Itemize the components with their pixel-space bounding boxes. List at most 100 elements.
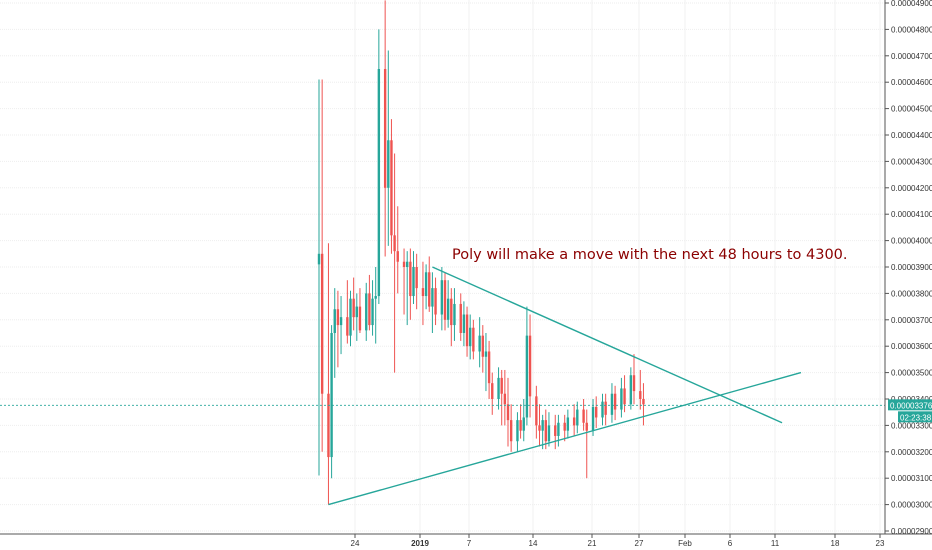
candle <box>431 272 434 333</box>
time-tick-label: 2019 <box>411 539 429 548</box>
candle-body <box>443 280 447 320</box>
candle-body <box>544 420 547 442</box>
candle <box>443 272 447 331</box>
candle-body <box>639 391 642 399</box>
candle-body <box>629 375 633 405</box>
candle-body <box>506 404 510 421</box>
candle-body <box>538 425 541 431</box>
price-tick-label: 0.00004100 <box>891 210 932 219</box>
price-tick-label: 0.00004800 <box>891 25 932 34</box>
candle-body <box>336 309 340 326</box>
candle-body <box>377 69 381 297</box>
candle-body <box>509 420 513 442</box>
candle <box>412 251 415 304</box>
time-axis[interactable]: 24 2019 7 14 21 27 Feb 6 11 18 23 <box>351 534 885 548</box>
trendline-lower[interactable] <box>328 371 802 506</box>
candle-body <box>368 293 371 326</box>
candle <box>484 333 488 392</box>
candle <box>330 325 333 479</box>
time-tick-label: 14 <box>529 539 538 548</box>
price-tick-label: 0.00003100 <box>891 474 932 483</box>
candle <box>481 325 484 373</box>
candle-body <box>632 375 636 392</box>
price-tick-label: 0.00004600 <box>891 78 932 87</box>
candle <box>465 306 469 357</box>
candle <box>601 393 604 426</box>
candle-body <box>358 306 362 331</box>
current-price-label: 0.00003376 <box>890 401 932 410</box>
time-tick-label: 21 <box>588 539 597 548</box>
candle <box>497 367 500 410</box>
candle <box>509 404 513 452</box>
candle-body <box>613 393 617 410</box>
candle-body <box>390 140 393 236</box>
candle <box>623 375 626 413</box>
candle-body <box>453 303 456 326</box>
candle <box>544 409 547 450</box>
candle <box>371 280 374 336</box>
candle <box>415 253 418 310</box>
candle <box>554 414 557 450</box>
candle <box>368 274 371 331</box>
candle <box>317 79 321 476</box>
candle-body <box>434 288 437 315</box>
price-tick-label: 0.00004400 <box>891 131 932 140</box>
candle <box>582 399 585 431</box>
price-tick-label: 0.00004500 <box>891 105 932 114</box>
candle-body <box>459 303 462 333</box>
trendline-upper[interactable] <box>432 266 783 424</box>
time-tick-label: 7 <box>467 539 472 548</box>
candle-body <box>497 377 500 399</box>
price-axis[interactable]: 0.00004900 0.00004800 0.00004700 0.00004600… <box>885 0 932 536</box>
time-tick-label: 11 <box>771 539 780 548</box>
candle-body <box>516 420 519 442</box>
candle-body <box>572 417 576 426</box>
candle-body <box>566 417 570 431</box>
candle <box>440 267 444 331</box>
candle-body <box>491 383 494 399</box>
price-tick-label: 0.00004200 <box>891 184 932 193</box>
candle-body <box>409 261 412 297</box>
candle <box>446 280 450 328</box>
candle-body <box>519 420 522 431</box>
candle-body <box>450 298 453 326</box>
candle <box>472 319 475 360</box>
candle <box>320 79 324 452</box>
candle-body <box>415 267 418 289</box>
price-tick-label: 0.00003200 <box>891 448 932 457</box>
candle <box>349 290 352 347</box>
candle-body <box>412 267 415 297</box>
candle <box>402 248 406 315</box>
candle-body <box>585 422 588 431</box>
candle <box>339 296 343 355</box>
candle <box>355 293 358 341</box>
candle-body <box>371 298 374 326</box>
candle <box>327 243 330 505</box>
candle <box>610 383 614 423</box>
candle-body <box>554 425 557 436</box>
candle-body <box>320 253 324 394</box>
candle <box>632 354 636 405</box>
candle <box>333 288 336 378</box>
candle <box>393 153 396 373</box>
candle-body <box>327 393 330 458</box>
candle-body <box>557 422 560 436</box>
candle <box>604 393 607 426</box>
candle-body <box>469 327 472 347</box>
candle <box>535 385 538 439</box>
candle <box>358 288 362 333</box>
countdown-label: 02:23:38 <box>900 413 932 422</box>
candle <box>374 267 377 344</box>
candle-body <box>352 298 355 318</box>
candle <box>538 404 541 447</box>
price-tick-label: 0.00003500 <box>891 369 932 378</box>
candle <box>585 409 588 479</box>
candle <box>629 367 633 410</box>
candle <box>409 248 412 320</box>
time-tick-label: 23 <box>876 539 885 548</box>
candle-body <box>421 288 425 297</box>
candle <box>406 251 409 326</box>
candles <box>317 0 645 505</box>
candle <box>522 399 525 442</box>
